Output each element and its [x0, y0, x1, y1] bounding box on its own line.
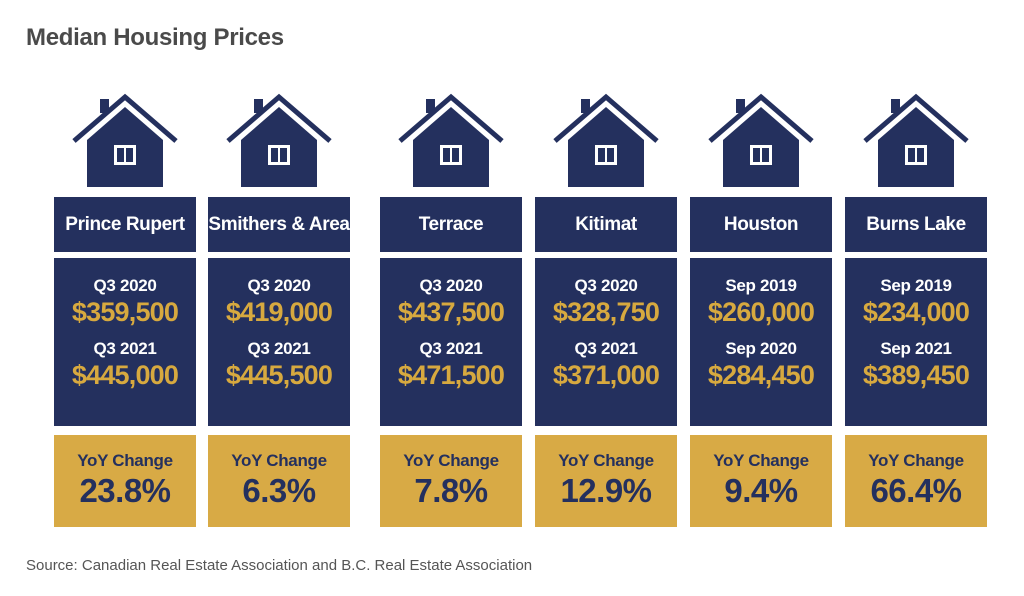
- city-name: Smithers & Area: [208, 197, 350, 252]
- price-panel: Sep 2019 $234,000 Sep 2021 $389,450: [845, 258, 987, 426]
- period-label: Sep 2019: [725, 276, 797, 295]
- price-panel: Sep 2019 $260,000 Sep 2020 $284,450: [690, 258, 832, 426]
- yoy-panel: YoY Change 66.4%: [845, 435, 987, 527]
- price-value: $471,500: [397, 360, 505, 390]
- price-value: $234,000: [862, 297, 970, 327]
- price-panel: Q3 2020 $328,750 Q3 2021 $371,000: [535, 258, 677, 426]
- period-label: Q3 2021: [574, 339, 638, 358]
- price-value: $284,450: [707, 360, 815, 390]
- city-name: Prince Rupert: [54, 197, 196, 252]
- yoy-label: YoY Change: [558, 451, 654, 470]
- yoy-value: 6.3%: [242, 472, 316, 509]
- house-icon: [54, 93, 196, 190]
- city-column: Smithers & Area Q3 2020 $419,000 Q3 2021 $44…: [208, 0, 350, 596]
- yoy-panel: YoY Change 7.8%: [380, 435, 522, 527]
- period-label: Q3 2020: [419, 276, 483, 295]
- period-label: Q3 2021: [93, 339, 157, 358]
- price-panel: Q3 2020 $419,000 Q3 2021 $445,500: [208, 258, 350, 426]
- house-icon: [535, 93, 677, 190]
- city-name: Terrace: [380, 197, 522, 252]
- price-value: $437,500: [397, 297, 505, 327]
- city-column: Burns Lake Sep 2019 $234,000 Sep 2021 $389,4…: [845, 0, 987, 596]
- period-label: Q3 2021: [419, 339, 483, 358]
- yoy-label: YoY Change: [868, 451, 964, 470]
- chart-title: Median Housing Prices: [26, 24, 284, 51]
- yoy-panel: YoY Change 6.3%: [208, 435, 350, 527]
- price-value: $445,000: [71, 360, 179, 390]
- city-name: Houston: [690, 197, 832, 252]
- city-column: Houston Sep 2019 $260,000 Sep 2020 $284,450 Y…: [690, 0, 832, 596]
- yoy-label: YoY Change: [403, 451, 499, 470]
- house-icon: [380, 93, 522, 190]
- yoy-value: 9.4%: [724, 472, 798, 509]
- period-label: Sep 2019: [880, 276, 952, 295]
- period-label: Q3 2020: [574, 276, 638, 295]
- period-label: Q3 2021: [247, 339, 311, 358]
- price-value: $328,750: [552, 297, 660, 327]
- period-label: Sep 2021: [880, 339, 952, 358]
- yoy-value: 7.8%: [414, 472, 488, 509]
- yoy-panel: YoY Change 23.8%: [54, 435, 196, 527]
- city-column: Prince Rupert Q3 2020 $359,500 Q3 2021 $445,…: [54, 0, 196, 596]
- city-column: Kitimat Q3 2020 $328,750 Q3 2021 $371,000 YoY…: [535, 0, 677, 596]
- price-value: $371,000: [552, 360, 660, 390]
- price-panel: Q3 2020 $437,500 Q3 2021 $471,500: [380, 258, 522, 426]
- price-value: $260,000: [707, 297, 815, 327]
- source-note: Source: Canadian Real Estate Association…: [26, 557, 533, 574]
- price-value: $445,500: [225, 360, 333, 390]
- yoy-panel: YoY Change 9.4%: [690, 435, 832, 527]
- city-name: Kitimat: [535, 197, 677, 252]
- yoy-value: 12.9%: [560, 472, 652, 509]
- city-column: Terrace Q3 2020 $437,500 Q3 2021 $471,500 YoY…: [380, 0, 522, 596]
- price-value: $389,450: [862, 360, 970, 390]
- house-icon: [208, 93, 350, 190]
- yoy-panel: YoY Change 12.9%: [535, 435, 677, 527]
- yoy-label: YoY Change: [231, 451, 327, 470]
- yoy-label: YoY Change: [713, 451, 809, 470]
- price-value: $419,000: [225, 297, 333, 327]
- period-label: Q3 2020: [93, 276, 157, 295]
- house-icon: [845, 93, 987, 190]
- period-label: Sep 2020: [725, 339, 797, 358]
- yoy-value: 66.4%: [870, 472, 962, 509]
- price-value: $359,500: [71, 297, 179, 327]
- house-icon: [690, 93, 832, 190]
- period-label: Q3 2020: [247, 276, 311, 295]
- yoy-value: 23.8%: [79, 472, 171, 509]
- city-name: Burns Lake: [845, 197, 987, 252]
- price-panel: Q3 2020 $359,500 Q3 2021 $445,000: [54, 258, 196, 426]
- yoy-label: YoY Change: [77, 451, 173, 470]
